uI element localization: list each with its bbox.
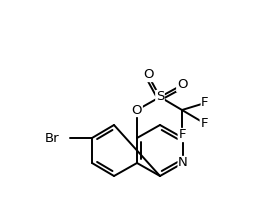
- Text: O: O: [143, 68, 153, 82]
- Text: O: O: [177, 78, 187, 92]
- Text: N: N: [178, 157, 188, 170]
- Text: F: F: [178, 128, 186, 141]
- Text: O: O: [132, 104, 142, 116]
- Text: F: F: [201, 97, 209, 109]
- Text: S: S: [156, 90, 164, 104]
- Text: F: F: [200, 116, 208, 129]
- Text: Br: Br: [45, 131, 59, 145]
